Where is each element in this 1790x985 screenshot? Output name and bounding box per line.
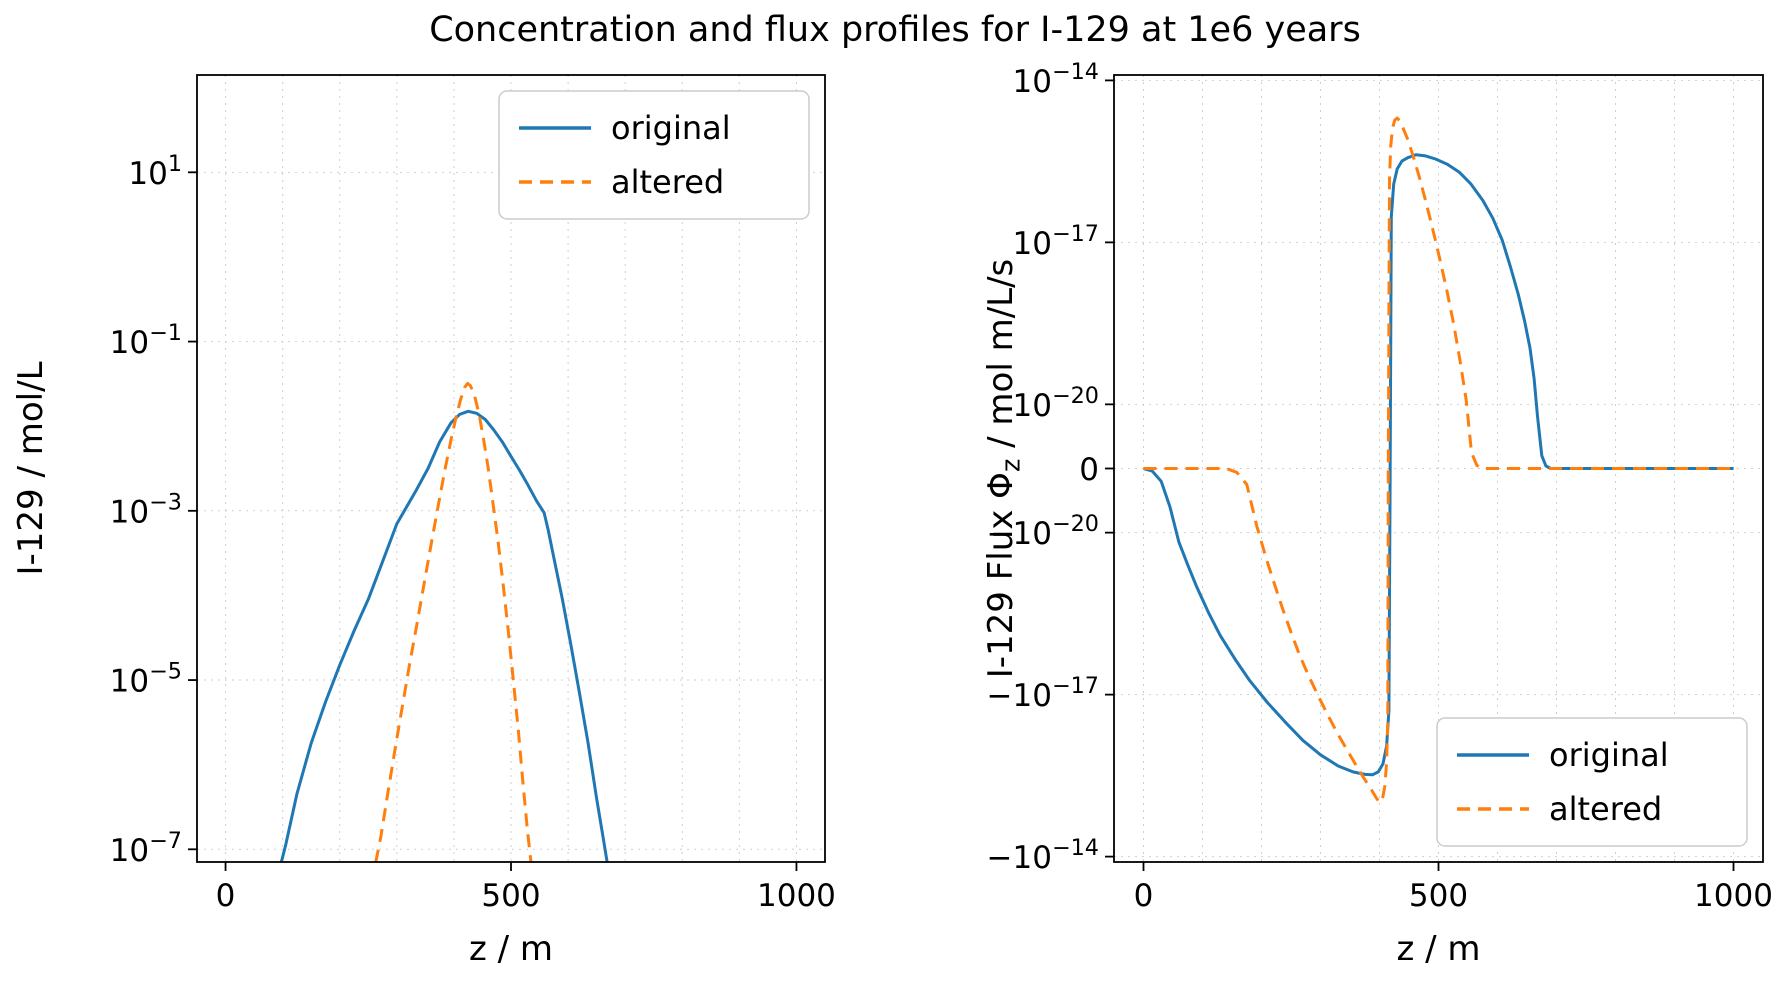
concentration-ticks (188, 171, 798, 871)
flux-legend-label-original: original (1549, 736, 1669, 774)
svg-text:500: 500 (481, 878, 540, 914)
svg-text:1000: 1000 (1694, 878, 1773, 914)
flux-ylabel: I-129 Flux Φz / mol m/L/s (981, 259, 1027, 679)
flux-axes: 0 500 1000 10−14 10−17 10−20 0 −10−20 −10−17 −10−… (981, 59, 1773, 969)
svg-text:101: 101 (128, 151, 182, 192)
concentration-xlabel: z / m (469, 929, 553, 969)
concentration-series-group (279, 381, 609, 862)
flux-series-group (1143, 116, 1734, 805)
concentration-grid (197, 75, 825, 862)
svg-text:1000: 1000 (757, 878, 836, 914)
flux-tick-labels: 0 500 1000 10−14 10−17 10−20 0 −10−20 −10−17 −10−… (987, 59, 1773, 914)
svg-text:0: 0 (216, 878, 236, 914)
concentration-series-altered-line (374, 381, 533, 862)
figure-title: Concentration and flux profiles for I-12… (429, 10, 1361, 50)
concentration-legend-label-altered: altered (611, 163, 724, 201)
concentration-series-original-line (279, 409, 609, 862)
svg-text:10−17: 10−17 (1012, 221, 1099, 262)
concentration-ylabel: I-129 / mol/L (11, 361, 51, 575)
concentration-legend: original altered (498, 90, 810, 220)
svg-text:10−5: 10−5 (110, 659, 182, 700)
svg-text:500: 500 (1409, 878, 1468, 914)
concentration-axes: 0 500 1000 101 10−1 10−3 10−5 10−7 z / m I-129 / … (11, 74, 836, 969)
flux-xlabel: z / m (1396, 929, 1480, 969)
svg-text:10−3: 10−3 (110, 489, 182, 530)
svg-text:10−7: 10−7 (110, 828, 182, 869)
flux-ticks (1105, 79, 1735, 871)
svg-text:10−14: 10−14 (1012, 59, 1099, 100)
flux-series-original-line (1143, 153, 1734, 777)
flux-series-altered-line (1143, 116, 1734, 805)
svg-text:−10−17: −10−17 (987, 673, 1099, 714)
concentration-legend-label-original: original (611, 109, 731, 147)
flux-legend: original altered (1436, 717, 1748, 847)
svg-text:−10−20: −10−20 (987, 511, 1099, 552)
flux-legend-label-altered: altered (1549, 790, 1662, 828)
svg-text:10−1: 10−1 (110, 320, 182, 361)
svg-text:10−20: 10−20 (1012, 383, 1099, 424)
concentration-tick-labels: 0 500 1000 101 10−1 10−3 10−5 10−7 (110, 151, 836, 914)
svg-text:0: 0 (1079, 452, 1099, 488)
svg-text:−10−14: −10−14 (987, 835, 1099, 876)
svg-text:0: 0 (1134, 878, 1154, 914)
